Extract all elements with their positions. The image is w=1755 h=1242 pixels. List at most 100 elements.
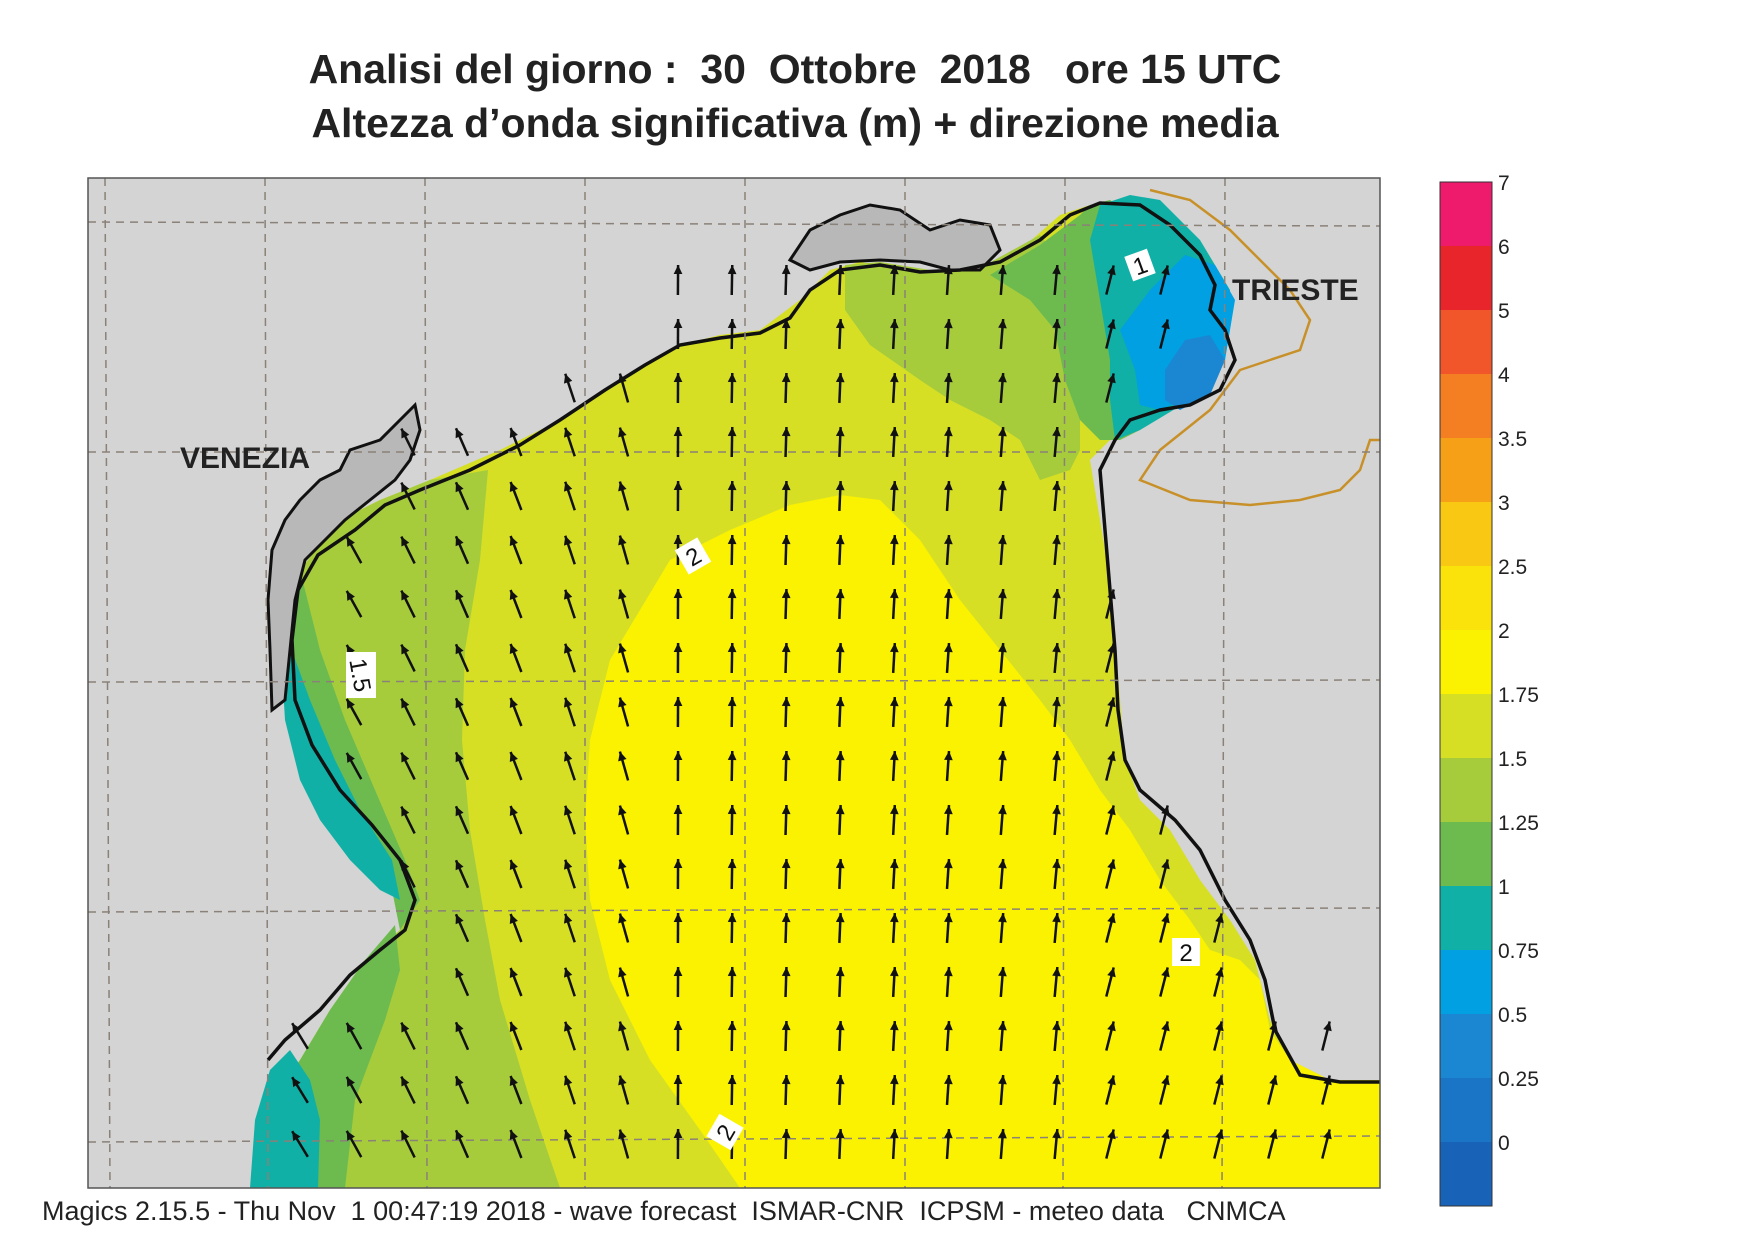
wave-direction-arrow-head (1323, 1021, 1332, 1032)
legend-swatch (1440, 246, 1492, 310)
wave-direction-arrow-head (346, 698, 355, 709)
wave-direction-arrow-head (998, 535, 1007, 545)
wave-direction-arrow-head (401, 860, 410, 871)
contour-label-west: 1.5 (343, 652, 376, 698)
wave-direction-arrow-head (509, 860, 518, 870)
wave-direction-arrow-head (727, 805, 737, 815)
wave-direction-arrow-head (563, 535, 573, 546)
wave-direction-arrow-head (781, 265, 791, 275)
wave-direction-arrow-head (292, 1023, 301, 1034)
coastline (266, 201, 1380, 1084)
wave-direction-arrow-head (727, 859, 737, 869)
wave-direction-arrow-head (673, 859, 683, 869)
wave-direction-arrow-head (944, 643, 953, 653)
wave-direction-arrow-head (1052, 805, 1061, 815)
wave-direction-arrow-head (401, 1076, 410, 1087)
legend-swatch (1440, 566, 1492, 630)
legend-label: 2.5 (1498, 556, 1527, 579)
footer-credits: Magics 2.15.5 - Thu Nov 1 00:47:19 2018 … (42, 1196, 1286, 1226)
wave-direction-arrow-head (998, 265, 1007, 275)
wave-direction-arrow-head (509, 698, 518, 708)
legend-swatch (1440, 1078, 1492, 1142)
wave-direction-arrow-head (1161, 319, 1170, 330)
wave-direction-arrow-head (618, 589, 627, 600)
wave-direction-arrow-head (727, 373, 737, 383)
wave-direction-arrow-head (1161, 859, 1170, 870)
legend-swatch (1440, 374, 1492, 438)
wave-direction-arrow-head (455, 914, 464, 925)
wave-direction-arrow-head (944, 427, 953, 437)
wave-direction-arrow-head (401, 806, 410, 817)
wave-direction-arrow-head (835, 913, 845, 923)
wave-direction-arrow-head (1052, 319, 1061, 329)
wave-direction-arrow-head (618, 427, 627, 438)
wave-direction-arrow-head (1107, 1075, 1116, 1086)
wave-direction-arrow-head (401, 482, 410, 493)
wave-direction-arrow-head (835, 805, 845, 815)
wave-direction-arrow-head (944, 913, 953, 923)
wave-direction-arrow-head (998, 373, 1007, 383)
wave-direction-arrow-head (401, 752, 410, 763)
wave-direction-arrow-head (509, 482, 518, 492)
wave-direction-arrow-head (1161, 1129, 1170, 1140)
wave-direction-arrow-head (727, 319, 737, 329)
wave-direction-arrow-head (944, 265, 953, 275)
wave-direction-arrow-head (618, 373, 627, 384)
wave-direction-arrow-head (455, 752, 464, 763)
legend-swatch (1440, 694, 1492, 758)
wave-direction-arrow-head (563, 913, 573, 924)
wave-direction-arrow-head (1215, 1021, 1224, 1032)
wave-direction-arrow-head (727, 535, 737, 545)
wave-direction-arrow-head (781, 697, 791, 707)
wave-direction-arrows (291, 264, 1332, 1160)
wave-direction-arrow-head (563, 967, 573, 978)
wave-direction-arrow-head (618, 697, 627, 708)
wave-direction-arrow-head (1107, 805, 1116, 816)
wave-direction-arrow-head (781, 751, 791, 761)
wave-direction-arrow-head (998, 319, 1007, 329)
wave-direction-arrow-head (563, 1075, 573, 1086)
wave-direction-arrow-head (1107, 373, 1116, 384)
wave-direction-arrow-head (1052, 697, 1061, 707)
wave-direction-arrow-head (509, 1022, 518, 1032)
wave-band-1-west (282, 640, 400, 900)
wave-direction-arrow-head (944, 1075, 953, 1085)
wave-direction-arrow-head (835, 967, 845, 977)
legend-swatch (1440, 1014, 1492, 1078)
wave-direction-arrow-head (618, 481, 627, 492)
legend-label: 1.75 (1498, 684, 1539, 707)
wave-direction-arrow-head (1161, 805, 1170, 816)
legend-label: 0.75 (1498, 940, 1539, 963)
wave-direction-arrow-head (1107, 967, 1116, 978)
wave-direction-arrow-head (998, 967, 1007, 977)
legend-label: 6 (1498, 236, 1510, 259)
wave-direction-arrow-head (1052, 859, 1061, 869)
wave-direction-arrow-head (889, 967, 899, 977)
wave-direction-arrow-head (835, 481, 845, 491)
wave-direction-arrow-head (455, 968, 464, 979)
wave-direction-arrow-head (889, 1021, 899, 1031)
wave-direction-arrow-head (727, 481, 737, 491)
wave-direction-arrow-head (1269, 1129, 1278, 1140)
wave-direction-arrow-head (401, 1130, 410, 1141)
wave-direction-arrow-head (835, 751, 845, 761)
wave-direction-arrow-head (292, 1131, 301, 1142)
wave-direction-arrow-head (1052, 643, 1061, 653)
wave-direction-arrow-head (1107, 319, 1116, 330)
wave-direction-arrow-head (1215, 913, 1224, 924)
wave-direction-arrow-head (944, 967, 953, 977)
wave-direction-arrow-head (1107, 643, 1116, 654)
wave-direction-arrow-head (346, 1022, 355, 1033)
legend-label: 0.5 (1498, 1004, 1527, 1027)
wave-direction-arrow-head (727, 589, 737, 599)
wave-direction-arrow-head (944, 751, 953, 761)
wave-direction-arrow-head (401, 590, 410, 601)
wave-direction-arrow-head (673, 427, 683, 437)
wave-direction-arrow-head (835, 1075, 845, 1085)
wave-direction-arrow-head (781, 481, 791, 491)
wave-direction-arrow-head (1107, 1129, 1116, 1140)
wave-direction-arrow-head (998, 481, 1007, 491)
wave-direction-arrow-head (1052, 589, 1061, 599)
legend-label: 5 (1498, 300, 1510, 323)
wave-direction-arrow-head (618, 643, 627, 654)
